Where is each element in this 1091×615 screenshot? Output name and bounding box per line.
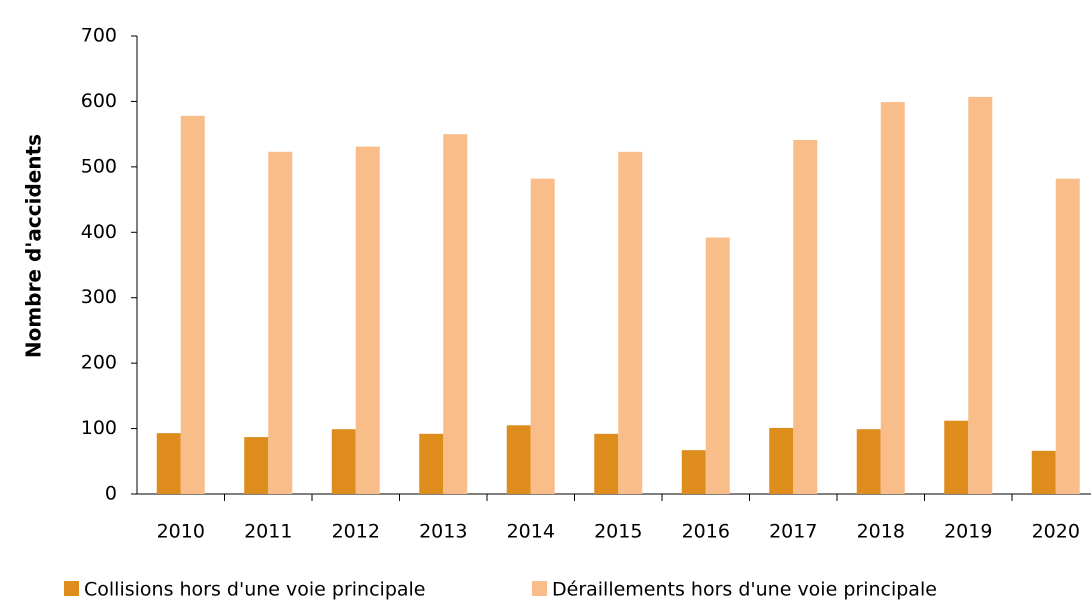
legend-label: Collisions hors d'une voie principale	[84, 579, 426, 601]
bar	[419, 433, 444, 494]
bar	[244, 437, 269, 494]
x-tick-label: 2013	[419, 521, 467, 543]
bar	[880, 102, 905, 494]
bar	[1031, 450, 1056, 494]
bar	[856, 429, 881, 494]
x-tick-label: 2020	[1032, 521, 1080, 543]
x-tick-label: 2011	[244, 521, 292, 543]
x-tick-label: 2016	[682, 521, 730, 543]
bar	[530, 178, 555, 495]
x-tick-label: 2015	[594, 521, 642, 543]
bar	[769, 427, 794, 494]
x-tick-label: 2012	[332, 521, 380, 543]
bar	[968, 96, 993, 494]
bar	[681, 450, 706, 494]
x-tick-label: 2019	[944, 521, 992, 543]
bar	[268, 151, 293, 494]
bar	[156, 433, 181, 494]
y-tick-label: 500	[81, 155, 117, 177]
x-tick-label: 2014	[507, 521, 555, 543]
bar	[705, 237, 730, 494]
bar	[506, 425, 531, 494]
x-tick-label: 2018	[857, 521, 905, 543]
y-tick-label: 200	[81, 352, 117, 374]
x-tick-label: 2017	[769, 521, 817, 543]
y-tick-label: 100	[81, 417, 117, 439]
y-tick-label: 300	[81, 286, 117, 308]
bar	[793, 140, 818, 494]
bar	[1055, 178, 1080, 495]
y-tick-label: 600	[81, 90, 117, 112]
bar	[331, 429, 356, 494]
y-tick-label: 700	[81, 25, 117, 47]
bar	[443, 134, 468, 494]
legend-swatch	[532, 581, 547, 596]
bar	[618, 151, 643, 494]
y-tick-label: 0	[105, 483, 117, 505]
bar	[180, 115, 205, 494]
x-tick-label: 2010	[157, 521, 205, 543]
bar	[944, 420, 969, 494]
bar	[594, 433, 619, 494]
bar	[355, 146, 380, 494]
y-tick-label: 400	[81, 221, 117, 243]
legend-label: Déraillements hors d'une voie principale	[552, 579, 937, 601]
y-axis-label: Nombre d'accidents	[22, 134, 46, 358]
legend-swatch	[64, 581, 79, 596]
